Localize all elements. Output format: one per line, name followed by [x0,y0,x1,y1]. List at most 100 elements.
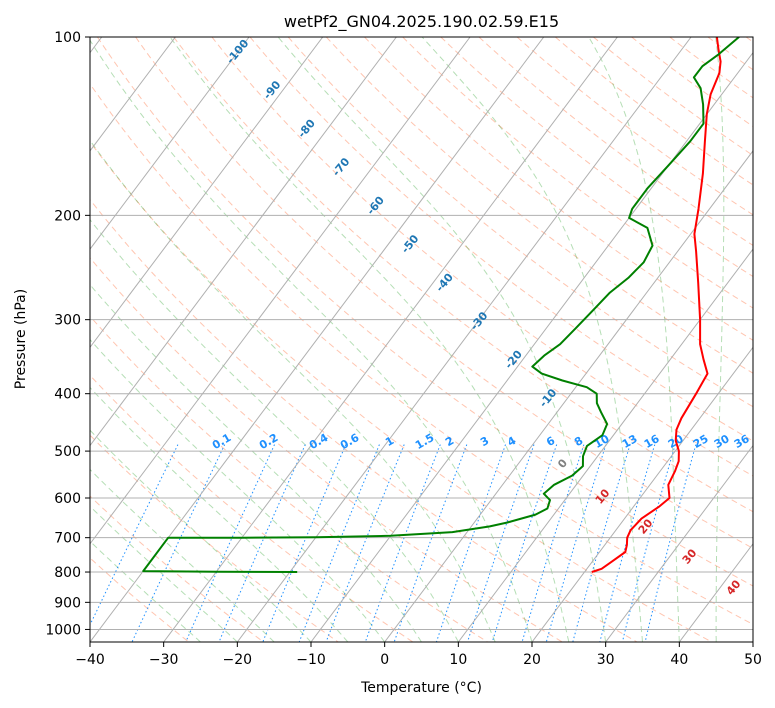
dry-adiabat-line [90,374,414,642]
dry-adiabat-line [325,37,753,374]
x-tick-label: 10 [449,652,467,668]
x-axis-title: Temperature (°C) [360,680,482,696]
moist-adiabat-line [90,386,349,642]
dry-adiabat-line [402,37,753,309]
mixing-ratio-label: 3 [478,434,491,449]
moist-adiabat-line [90,39,533,642]
mixing-ratio-label: 0.1 [210,431,233,452]
dry-adiabat-line [707,37,753,71]
isotherm-line [163,37,618,642]
dewpoint-profile-line [142,37,740,573]
x-tick-label: 30 [597,652,615,668]
moist-adiabat-line [90,139,496,642]
isotherm-line [752,641,753,642]
isotherm-line [90,37,471,545]
y-tick-label: 400 [54,387,81,403]
x-tick-label: −20 [223,652,253,668]
dry-adiabat-line [745,37,753,43]
y-axis-title: Pressure (hPa) [13,289,29,389]
moist-adiabat-line [90,540,201,642]
dry-adiabat-line [90,83,753,625]
moist-adiabat-line [277,37,607,642]
mixing-ratio-label: 2 [443,434,456,449]
mixing-ratio-label: 25 [691,432,711,451]
mixing-ratio-line [491,444,558,642]
isotherm-line [531,346,753,642]
y-tick-label: 100 [54,30,81,46]
mixing-ratio-line [393,444,468,642]
mixing-ratio-label: 30 [712,432,732,451]
y-tick-label: 300 [54,313,81,329]
x-tick-label: 50 [744,652,762,668]
dry-adiabat-label: -40 [433,271,456,295]
x-tick-label: −10 [296,652,326,668]
mixing-ratio-line [185,444,275,642]
isotherm-line [310,51,753,642]
moist-adiabat-label: 20 [636,516,656,536]
mixing-ratio-line [545,444,607,642]
dry-adiabat-line [90,495,264,642]
dry-adiabat-line [173,37,753,513]
dry-adiabat-line [211,37,753,477]
dry-adiabat-line [440,37,753,278]
moist-adiabat-line [90,338,386,642]
isotherm-line [90,37,397,447]
dry-adiabat-line [90,198,638,642]
mixing-ratio-label: 0.4 [307,431,331,452]
mixing-ratio-line [521,444,585,642]
mixing-ratio-line [325,444,405,642]
moist-adiabat-line [90,429,312,642]
moist-adiabat-line [421,37,643,642]
x-tick-label: 20 [523,652,541,668]
isotherm-line [90,37,324,349]
dry-adiabat-label: -50 [399,232,422,256]
mixing-ratio-label: 6 [544,434,557,449]
moist-adiabat-label: 40 [724,577,744,597]
isotherm-line [384,150,753,642]
dry-adiabat-line [96,37,753,587]
mixing-ratio-label: 0.6 [338,431,362,452]
moist-adiabat-label: 30 [680,546,700,566]
background-lines [90,37,753,642]
moist-adiabat-line [90,505,238,642]
y-tick-label: 200 [54,208,81,224]
mixing-ratio-line [218,444,306,642]
isotherm-line [90,37,250,250]
temperature-profile-line [591,37,722,573]
y-tick-label: 700 [54,531,81,547]
y-axis: 100 200 300 400 500 600 700 800 900 1000 [45,30,90,638]
dry-adiabat-line [478,37,753,246]
dry-adiabat-label: -20 [502,348,525,372]
dry-adiabat-label: -80 [295,117,318,141]
plot-frame [89,36,754,643]
moist-adiabat-line [90,468,275,642]
mixing-ratio-label: 36 [732,432,752,451]
chart-title: wetPf2_GN04.2025.190.02.59.E15 [284,12,559,32]
mixing-ratio-label: 0.2 [257,431,280,452]
mixing-ratio-line [364,444,441,642]
dry-adiabat-label: -70 [330,155,353,179]
mixing-ratio-line [90,444,179,626]
mixing-ratio-label: 1.5 [413,431,436,452]
mixing-ratio-label: 4 [505,434,518,449]
isotherm-line [236,37,692,642]
x-tick-label: −40 [75,652,105,668]
isotherm-line [90,37,176,152]
mixing-ratio-line [262,444,347,642]
x-tick-label: 40 [670,652,688,668]
y-tick-label: 900 [54,595,81,611]
mixing-ratio-line [644,444,697,642]
dry-adiabat-line [135,37,753,549]
grid [90,37,753,642]
mixing-ratio-line [599,444,656,642]
moist-adiabat-line [588,37,680,642]
isotherm-line [457,248,753,642]
dry-adiabat-line [90,141,712,642]
moist-adiabat-line [715,37,725,642]
dry-adiabat-label: -10 [537,386,560,410]
dry-adiabat-label: -60 [364,194,387,218]
dry-adiabat-label: -100 [224,37,252,67]
y-tick-label: 600 [54,491,81,507]
dry-adiabat-line [287,37,753,408]
